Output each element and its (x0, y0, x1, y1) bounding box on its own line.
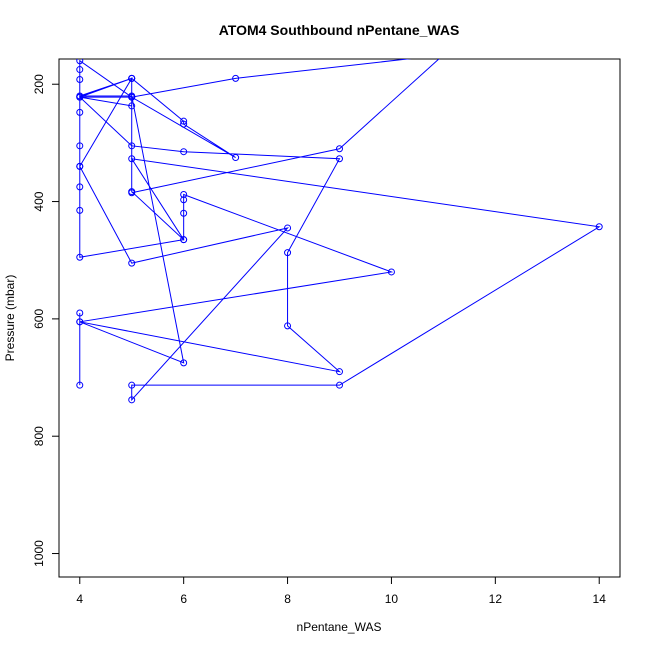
data-point (440, 52, 446, 58)
data-point (232, 74, 240, 82)
data-point (336, 155, 343, 163)
data-point (76, 183, 84, 191)
data-point (180, 196, 188, 204)
data-point (128, 155, 136, 163)
series-line (78, 59, 601, 402)
x-tick-label: 12 (489, 592, 503, 606)
plot-area (76, 52, 603, 404)
data-point (595, 223, 603, 231)
data-point (128, 381, 136, 389)
data-point (128, 259, 136, 267)
data-point (76, 381, 84, 389)
data-point (76, 76, 84, 84)
data-point (180, 209, 188, 217)
data-point (76, 142, 84, 150)
data-point (128, 189, 136, 197)
data-point (180, 191, 188, 199)
x-tick-label: 8 (284, 592, 291, 606)
x-axis: 4 6 8 10 12 14 (76, 577, 606, 606)
y-tick-label: 800 (32, 426, 46, 446)
data-point (76, 108, 84, 116)
y-tick-label: 400 (32, 191, 46, 211)
data-point (336, 381, 343, 389)
data-point (284, 224, 292, 232)
y-axis: 200 400 600 800 1000 (32, 74, 59, 567)
data-point (180, 117, 188, 125)
data-point (180, 359, 188, 367)
chart-title: ATOM4 Southbound nPentane_WAS (219, 22, 460, 38)
data-point (128, 396, 136, 404)
x-tick-label: 6 (180, 592, 187, 606)
data-point (336, 145, 343, 153)
data-point (336, 368, 343, 376)
data-point (180, 148, 188, 156)
x-axis-label: nPentane_WAS (297, 620, 382, 634)
data-point (284, 322, 292, 330)
y-tick-label: 200 (32, 74, 46, 94)
y-tick-label: 1000 (32, 540, 46, 567)
data-point (76, 309, 84, 317)
data-point (232, 154, 240, 162)
data-point (76, 93, 84, 101)
data-point (76, 162, 84, 170)
data-point (128, 102, 136, 110)
y-axis-label: Pressure (mbar) (3, 275, 17, 362)
data-point (76, 59, 84, 65)
data-point (128, 142, 136, 150)
y-tick-label: 600 (32, 309, 46, 329)
x-tick-label: 14 (593, 592, 607, 606)
data-point (76, 206, 84, 214)
data-point (180, 120, 188, 128)
data-point (76, 66, 84, 74)
x-tick-label: 4 (76, 592, 83, 606)
data-point (180, 236, 188, 244)
data-point (387, 268, 395, 276)
plot-frame (58, 58, 621, 578)
data-point (76, 318, 84, 326)
data-point (128, 93, 136, 101)
x-tick-label: 10 (385, 592, 399, 606)
data-point (284, 249, 292, 257)
data-point (128, 74, 136, 82)
data-point (76, 253, 84, 261)
